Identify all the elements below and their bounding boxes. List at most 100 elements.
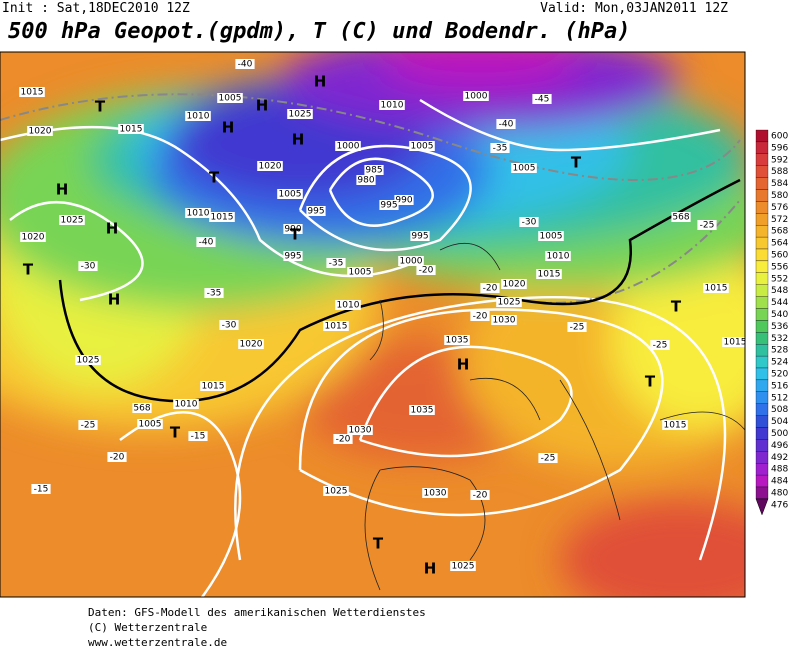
legend-label: 572 — [771, 215, 788, 225]
isoline-label: -20 — [110, 453, 125, 463]
isoline-label: 1010 — [187, 209, 210, 219]
isoline-label: 1030 — [493, 316, 516, 326]
isoline-label: 1000 — [465, 92, 488, 102]
isoline-label: 1000 — [337, 142, 360, 152]
label-box — [188, 431, 208, 441]
legend-label: 512 — [771, 393, 788, 403]
legend-swatch — [755, 439, 769, 452]
isoline-label: 1005 — [279, 190, 302, 200]
label-box — [496, 119, 516, 129]
isoline-label: -40 — [499, 120, 514, 130]
label-box — [409, 405, 435, 415]
isoline-label: 995 — [284, 252, 301, 262]
isoline-label: 1015 — [538, 270, 561, 280]
isoline-label: 1030 — [349, 426, 372, 436]
pressure-center: T — [290, 226, 301, 244]
label-box — [209, 212, 235, 222]
legend-label: 596 — [771, 143, 788, 153]
isoline-label: -25 — [653, 341, 668, 351]
label-box — [107, 452, 127, 462]
label-box — [283, 224, 303, 234]
legend-swatch — [755, 284, 769, 297]
legend-swatch — [755, 486, 769, 500]
legend-swatch — [755, 498, 769, 516]
label-box — [235, 59, 255, 69]
isoline-label: -25 — [570, 323, 585, 333]
isoline-label: -15 — [34, 485, 49, 495]
isoline-label: 1035 — [446, 336, 469, 346]
legend-swatch — [755, 403, 769, 416]
isoline-label: 1025 — [289, 110, 312, 120]
label-box — [217, 93, 243, 103]
label-box — [398, 256, 424, 266]
legend-label: 520 — [771, 369, 788, 379]
legend-label: 536 — [771, 322, 788, 332]
footer: Daten: GFS-Modell des amerikanischen Wet… — [88, 606, 426, 648]
isoline-label: 1015 — [705, 284, 728, 294]
pressure-center: T — [645, 373, 656, 391]
legend-swatch — [755, 236, 769, 250]
legend-label: 592 — [771, 155, 788, 165]
isoline-label: -30 — [522, 218, 537, 228]
label-box — [27, 126, 53, 136]
legend-swatch — [755, 165, 769, 178]
label-box — [671, 212, 691, 222]
isoline-label: 1015 — [325, 322, 348, 332]
legend-swatch — [755, 272, 769, 285]
label-box — [31, 484, 51, 494]
isoline-label: 1005 — [411, 142, 434, 152]
legend-label: 568 — [771, 227, 788, 237]
pressure-center: H — [108, 291, 121, 309]
isoline-label: 1010 — [337, 301, 360, 311]
isoline-label: 568 — [133, 404, 150, 414]
label-box — [78, 420, 98, 430]
legend-label: 488 — [771, 465, 788, 475]
legend-label: 584 — [771, 179, 788, 189]
isoline-label: 1020 — [259, 162, 282, 172]
footer-line: www.wetterzentrale.de — [88, 636, 227, 648]
legend-label: 528 — [771, 346, 788, 356]
label-box — [379, 200, 399, 210]
isoline-label: 568 — [672, 213, 689, 223]
legend-label: 532 — [771, 334, 788, 344]
label-box — [703, 283, 729, 293]
pressure-center: H — [256, 97, 269, 115]
isoline-label: 985 — [365, 166, 382, 176]
isoline-label: 1025 — [452, 562, 475, 572]
isoline-label: -25 — [541, 454, 556, 464]
legend-swatch — [755, 189, 769, 202]
isoline-label: 1015 — [724, 338, 747, 348]
legend-label: 516 — [771, 381, 788, 391]
label-box — [19, 87, 45, 97]
pressure-center: H — [424, 560, 437, 578]
label-box — [519, 217, 539, 227]
isoline-label: 1025 — [325, 487, 348, 497]
legend-label: 524 — [771, 358, 788, 368]
legend-label: 480 — [771, 488, 788, 498]
legend-label: 564 — [771, 239, 788, 249]
legend-label: 540 — [771, 310, 788, 320]
isoline-label: -35 — [493, 144, 508, 154]
isoline-label: 995 — [411, 232, 428, 242]
legend-swatch — [755, 248, 769, 262]
label-box — [59, 215, 85, 225]
label-box — [277, 189, 303, 199]
label-box — [394, 195, 414, 205]
legend-label: 560 — [771, 250, 788, 260]
isoline-label: 1010 — [381, 101, 404, 111]
isoline-label: 1020 — [29, 127, 52, 137]
legend-label: 500 — [771, 429, 788, 439]
isoline-label: 995 — [380, 201, 397, 211]
isoline-label: -25 — [81, 421, 96, 431]
legend-swatch — [755, 153, 769, 166]
label-box — [470, 311, 490, 321]
label-box — [185, 111, 211, 121]
label-box — [650, 340, 670, 350]
label-box — [463, 91, 489, 101]
label-box — [287, 109, 313, 119]
label-box — [173, 399, 199, 409]
legend-label: 588 — [771, 167, 788, 177]
pressure-center: T — [671, 298, 682, 316]
label-box — [78, 261, 98, 271]
